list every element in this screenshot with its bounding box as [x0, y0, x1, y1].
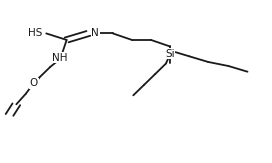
- Text: O: O: [30, 78, 38, 88]
- Text: HS: HS: [28, 28, 42, 38]
- Text: N: N: [91, 28, 99, 38]
- Text: NH: NH: [52, 53, 67, 63]
- Text: Si: Si: [165, 49, 175, 59]
